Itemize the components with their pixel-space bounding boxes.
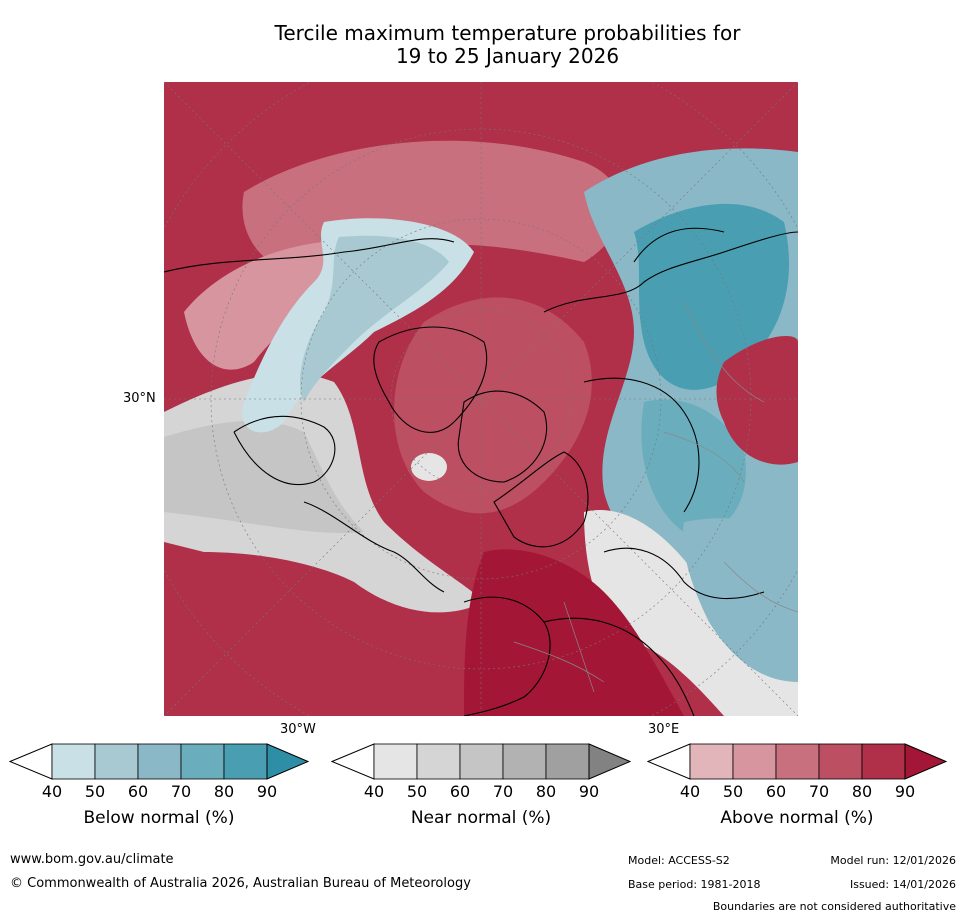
colorbar-above-tick: 90 (894, 782, 916, 801)
colorbar-near-segment (459, 743, 504, 780)
footer-model-run: Model run: 12/01/2026 (830, 854, 956, 867)
colorbar-below-segment (94, 743, 139, 780)
colorbar-below-min-triangle (9, 743, 53, 780)
colorbar-below-segment (180, 743, 225, 780)
lat-label-30n: 30°N (123, 391, 156, 406)
colorbar-below (9, 743, 309, 780)
colorbar-below-tick: 90 (256, 782, 278, 801)
graticule (164, 82, 798, 716)
colorbar-near-tick: 80 (535, 782, 557, 801)
colorbar-above (647, 743, 947, 780)
colorbar-near-segment (373, 743, 418, 780)
colorbar-near-segment (545, 743, 590, 780)
colorbar-below-tick: 60 (127, 782, 149, 801)
colorbar-near-tick: 70 (492, 782, 514, 801)
region-above-central-asia (716, 336, 798, 465)
colorbar-below-label: Below normal (%) (83, 808, 235, 828)
probability-map (164, 82, 798, 716)
colorbar-below-segment (51, 743, 96, 780)
country-borders (513, 301, 798, 693)
colorbar-below-tick: 70 (170, 782, 192, 801)
footer-disclaimer: Boundaries are not considered authoritat… (712, 900, 956, 913)
region-near-west-2 (164, 420, 364, 533)
colorbar-near-segment (416, 743, 461, 780)
colorbar-above-segment (732, 743, 777, 780)
region-below-north-america-2 (300, 235, 449, 402)
title-line-1: Tercile maximum temperature probabilitie… (274, 21, 741, 45)
colorbar-above-segment (689, 743, 734, 780)
colorbar-near-max-triangle (588, 743, 631, 780)
colorbar-near-segment (502, 743, 547, 780)
footer-base-period: Base period: 1981-2018 (628, 878, 761, 891)
colorbar-below-tick: 40 (41, 782, 63, 801)
colorbar-above-tick: 50 (722, 782, 744, 801)
region-near-east (584, 510, 798, 716)
footer-issued: Issued: 14/01/2026 (849, 878, 956, 891)
colorbar-above-segment (818, 743, 863, 780)
lon-label-30w: 30°W (280, 722, 316, 737)
colorbar-above-tick: 70 (808, 782, 830, 801)
footer-url[interactable]: www.bom.gov.au/climate (10, 852, 174, 867)
colorbar-below-segment (223, 743, 268, 780)
footer-copyright: © Commonwealth of Australia 2026, Austra… (10, 876, 471, 891)
colorbar-below-max-triangle (266, 743, 309, 780)
colorbar-near-tick: 40 (363, 782, 385, 801)
lon-label-30e: 30°E (648, 722, 680, 737)
colorbar-above-max-triangle (904, 743, 947, 780)
colorbar-above-segment (861, 743, 906, 780)
region-below-eurasia-dark (634, 203, 789, 390)
map-title: Tercile maximum temperature probabilitie… (160, 22, 855, 68)
colorbar-near-tick: 50 (406, 782, 428, 801)
colorbar-above-tick: 80 (851, 782, 873, 801)
colorbar-above-segment (775, 743, 820, 780)
region-below-east-asia (683, 518, 798, 682)
colorbar-near (331, 743, 631, 780)
footer-model: Model: ACCESS-S2 (628, 854, 730, 867)
colorbar-near-tick: 90 (578, 782, 600, 801)
colorbar-near-tick: 60 (449, 782, 471, 801)
colorbar-above-tick: 60 (765, 782, 787, 801)
title-line-2: 19 to 25 January 2026 (395, 44, 620, 68)
colorbar-above-min-triangle (647, 743, 691, 780)
colorbar-above-tick: 40 (679, 782, 701, 801)
colorbar-near-label: Near normal (%) (410, 808, 552, 828)
colorbar-below-tick: 80 (213, 782, 235, 801)
colorbar-near-min-triangle (331, 743, 375, 780)
region-near-greenland-spot (411, 453, 447, 481)
colorbar-below-segment (137, 743, 182, 780)
colorbar-above-label: Above normal (%) (720, 808, 874, 828)
coastlines (164, 227, 798, 716)
colorbar-below-tick: 50 (84, 782, 106, 801)
